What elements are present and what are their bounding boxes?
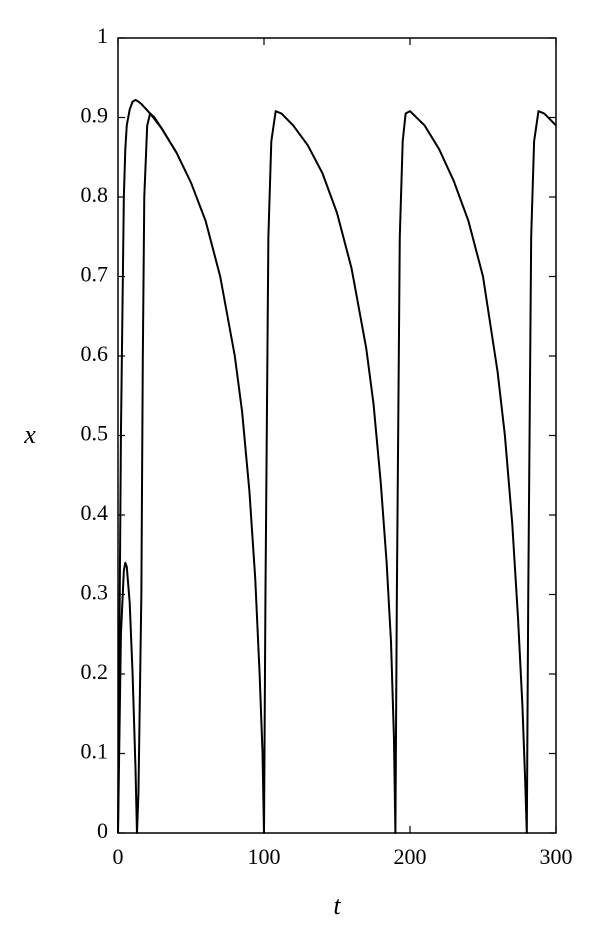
data-line (117, 112, 178, 834)
y-tick-label: 1 (97, 23, 108, 48)
y-tick-label: 0.4 (81, 500, 109, 525)
y-tick-label: 0.1 (81, 739, 109, 764)
y-tick-label: 0.5 (81, 421, 109, 446)
x-tick-label: 100 (248, 844, 281, 869)
y-tick-label: 0.7 (81, 262, 109, 287)
y-tick-label: 0.6 (81, 341, 109, 366)
y-tick-label: 0.9 (81, 103, 109, 128)
y-tick-label: 0.8 (81, 182, 109, 207)
x-tick-label: 200 (394, 844, 427, 869)
y-tick-label: 0 (97, 818, 108, 843)
y-tick-label: 0.3 (81, 580, 109, 605)
data-line (117, 99, 557, 834)
y-tick-label: 0.2 (81, 659, 109, 684)
y-axis-title: x (23, 420, 36, 449)
plot-frame (117, 37, 557, 834)
x-axis-title: t (333, 891, 341, 920)
x-tick-label: 0 (113, 844, 124, 869)
x-tick-label: 300 (540, 844, 573, 869)
